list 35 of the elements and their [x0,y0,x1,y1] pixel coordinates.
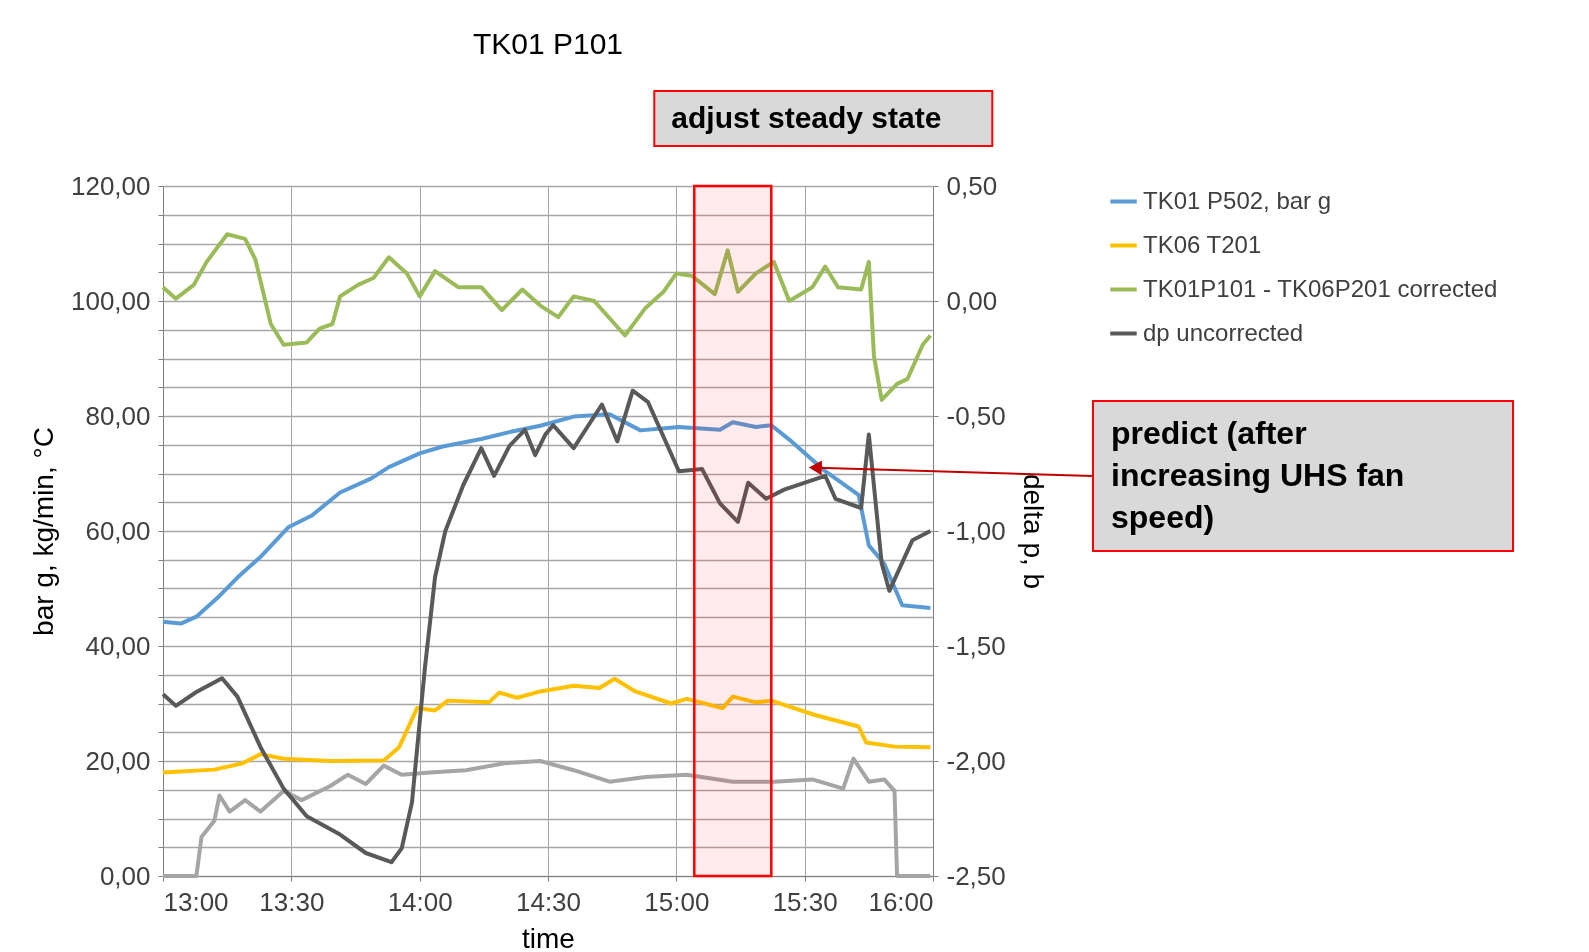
chart-title: TK01 P101 [472,27,624,60]
band-label: adjust steady state [671,101,942,134]
y-tick-label: 120,00 [70,170,151,201]
legend-label: TK01 P502, bar g [1143,186,1332,214]
annotation: predict (after increasing UHS fan speed) [1111,415,1405,535]
y-tick-label: 0,00 [99,860,151,891]
legend-label: TK06 T201 [1143,230,1262,258]
legend-label: dp uncorrected [1143,318,1304,346]
line-series [161,412,933,626]
line-series [161,676,933,775]
line-series [161,388,933,865]
y-axis-title: bar g, kg/min, °C [27,427,59,636]
y2-tick-label: -2,50 [946,860,1006,891]
y-tick-label: 100,00 [70,285,151,316]
x-tick-label: 14:00 [387,886,453,917]
x-tick-label: 15:00 [644,886,710,917]
x-tick-label: 13:30 [259,886,325,917]
x-tick-label: 16:00 [868,886,934,917]
y2-tick-label: 0,00 [946,285,998,316]
y-tick-label: 80,00 [85,400,151,431]
x-tick-label: 14:30 [515,886,582,917]
y2-tick-label: -2,00 [946,745,1006,776]
legend-label: TK01P101 - TK06P201 corrected [1143,274,1498,302]
y-tick-label: 60,00 [85,515,151,546]
y-tick-label: 40,00 [85,630,151,661]
y2-tick-label: -0,50 [946,400,1006,431]
y2-axis-title: delta p, b [1017,473,1049,590]
y2-tick-label: -1,50 [946,630,1006,661]
line-series [161,232,933,402]
x-axis-title: time [522,922,575,952]
x-tick-label: 13:00 [163,886,229,917]
y2-tick-label: 0,50 [946,170,998,201]
y2-tick-label: -1,00 [946,515,1006,546]
x-tick-label: 15:30 [772,886,838,917]
y-tick-label: 20,00 [85,745,151,776]
